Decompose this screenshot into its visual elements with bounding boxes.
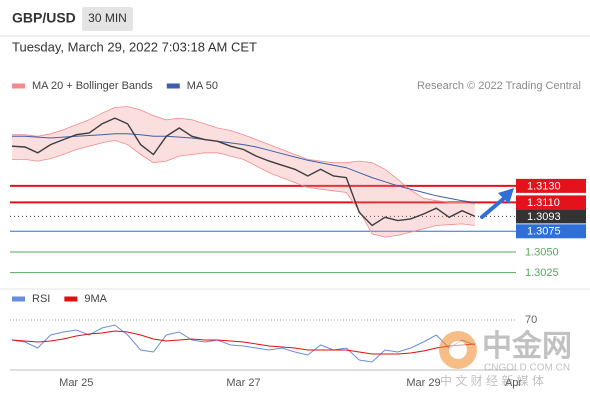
price-line: [11, 117, 476, 227]
legend-swatch: [166, 83, 180, 89]
trend-arrow: [480, 193, 510, 219]
watermark-tagline: 中 文 财 经 新 媒 体: [440, 373, 544, 388]
symbol: GBP/USD: [12, 10, 76, 26]
x-tick-label: Mar 29: [406, 377, 440, 389]
timestamp: Tuesday, March 29, 2022 7:03:18 AM CET: [12, 39, 257, 54]
level-label: 1.3110: [527, 197, 560, 209]
plot: MA 20 + Bollinger Bands MA 50 RSI 9MA 1.3130…: [10, 80, 586, 389]
legend-swatch: [12, 296, 25, 302]
timeframe: 30 MIN: [88, 11, 127, 25]
trend-arrow-head: [498, 188, 514, 204]
watermark-logo-inner: [449, 341, 467, 359]
watermark-domain: CNGOLD.COM.CN: [484, 363, 570, 374]
y-tick-label: 70: [525, 314, 537, 326]
legend-swatch: [64, 296, 78, 302]
ma-line: [12, 133, 475, 203]
level-label-box: [516, 178, 586, 193]
x-tick-label: Apr: [505, 377, 522, 389]
legend-label: RSI: [32, 293, 50, 305]
legend-swatch: [12, 83, 25, 89]
x-tick-label: Mar 27: [226, 377, 260, 389]
x-tick-label: Mar 25: [59, 377, 93, 389]
watermark-title: 中金网: [482, 329, 572, 363]
bollinger-band: [12, 106, 475, 238]
level-label-box: [516, 209, 586, 224]
rsi-line: [11, 324, 476, 363]
level-label: 1.3025: [525, 267, 559, 279]
level-label-box: [516, 195, 586, 210]
legend-label: MA 20 + Bollinger Bands: [32, 80, 153, 92]
bollinger-lower: [12, 139, 475, 238]
level-label: 1.3050: [525, 246, 559, 258]
timeframe-box: [82, 7, 133, 31]
credit: Research © 2022 Trading Central: [417, 80, 581, 92]
legend-label: MA 50: [187, 80, 218, 92]
watermark: 中金网 CNGOLD.COM.CN 中 文 财 经 新 媒 体: [439, 329, 572, 388]
legend-label: 9MA: [84, 293, 107, 305]
level-label-box: [516, 224, 586, 239]
level-label: 1.3130: [527, 180, 561, 192]
level-label: 1.3075: [527, 226, 561, 238]
bollinger-upper: [12, 106, 475, 205]
rsi-line: [11, 330, 475, 355]
level-label: 1.3093: [527, 211, 561, 223]
